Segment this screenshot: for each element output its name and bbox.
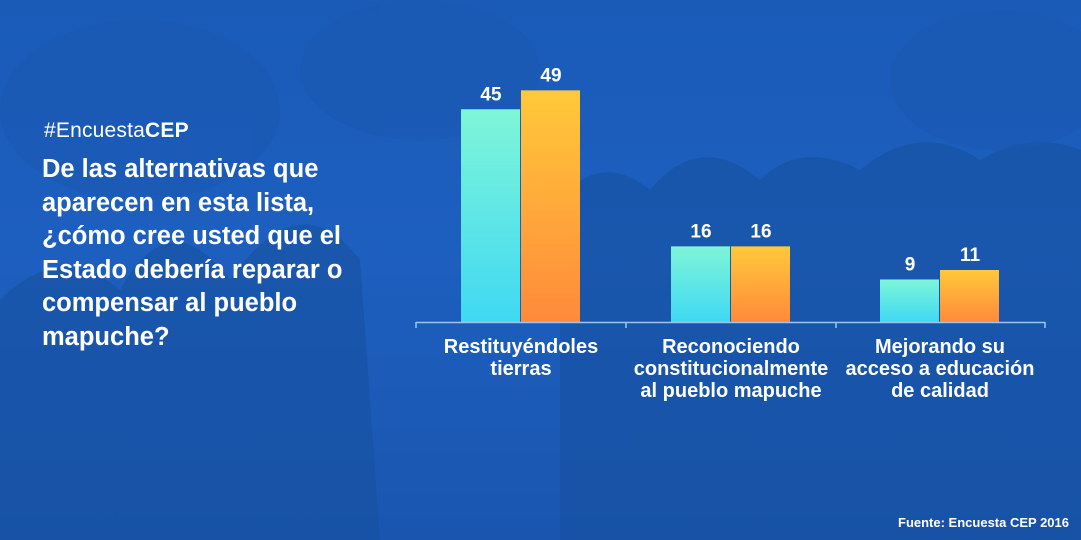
category-label-1-line-1: Restituyéndoles: [443, 336, 599, 358]
bar-1-series-1: [461, 109, 520, 322]
bar-3-series-1: [880, 279, 939, 322]
category-label-2: Reconociendo constitucionalmente al pueblo…: [621, 336, 841, 402]
bar-3-series-2: [940, 270, 999, 322]
bar-2-series-2: [731, 246, 790, 322]
category-label-3: Mejorando su acceso a educación de calidad: [830, 336, 1050, 402]
bar-2-series-1: [671, 246, 730, 322]
data-label-3-series-1: 9: [905, 254, 916, 275]
data-label-2-series-2: 16: [750, 221, 771, 242]
category-label-3-line-2: acceso a educación: [845, 358, 1035, 380]
category-label-3-line-3: de calidad: [891, 380, 989, 402]
data-label-1-series-2: 49: [540, 65, 561, 86]
question-text: De las alternativas que aparecen en esta…: [42, 155, 343, 351]
hashtag: #EncuestaCEP: [44, 119, 189, 142]
data-label-3-series-2: 11: [960, 245, 981, 266]
category-label-2-line-1: Reconociendo: [662, 336, 800, 358]
category-label-2-line-3: al pueblo mapuche: [640, 380, 822, 402]
category-label-3-line-1: Mejorando su: [874, 336, 1005, 358]
bar-1-series-2: [521, 90, 580, 322]
category-label-1: Restituyéndoles tierras: [411, 336, 631, 380]
data-label-2-series-1: 16: [690, 221, 711, 242]
category-label-1-line-2: tierras: [490, 358, 552, 380]
source-note: Fuente: Encuesta CEP 2016: [898, 515, 1069, 530]
data-label-1-series-1: 45: [480, 84, 502, 105]
category-label-2-line-2: constitucionalmente: [633, 358, 829, 380]
